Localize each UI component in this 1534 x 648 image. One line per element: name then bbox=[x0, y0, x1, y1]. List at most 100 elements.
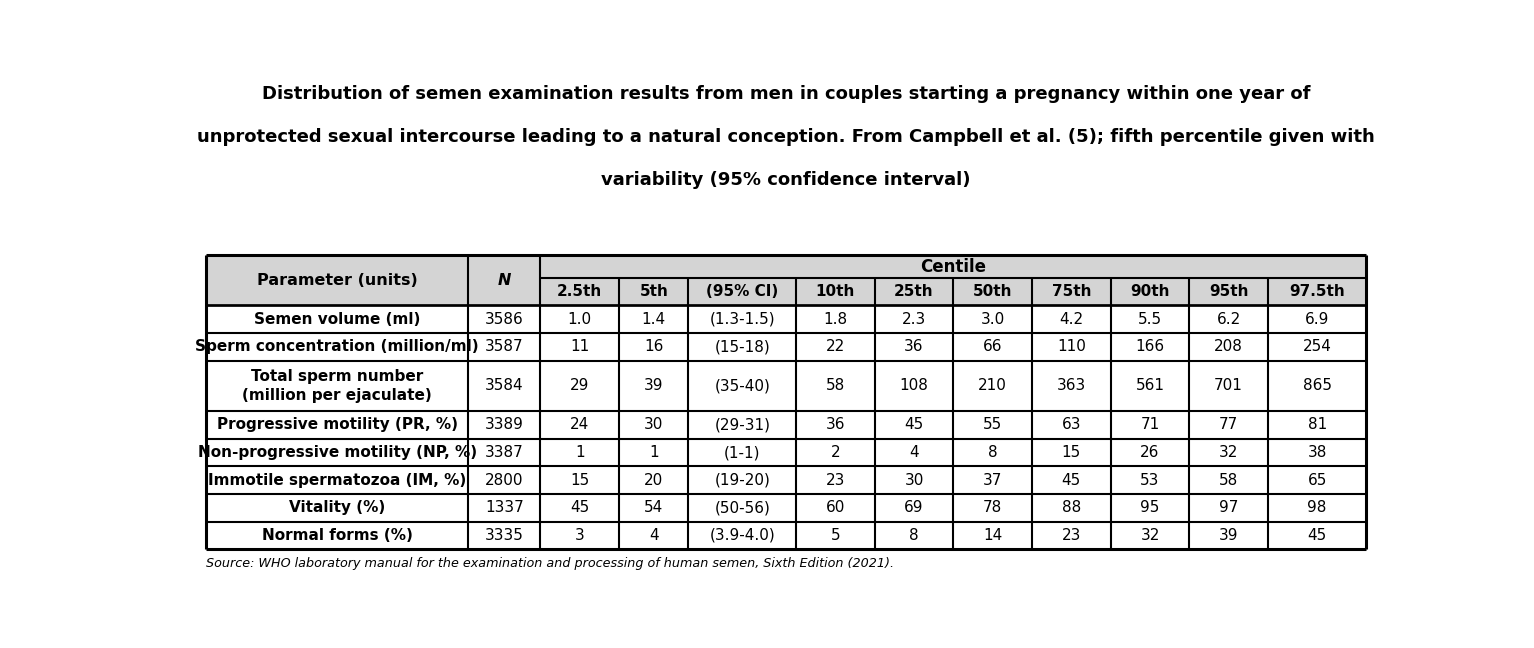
Bar bbox=[874, 439, 953, 467]
Bar bbox=[1111, 361, 1189, 411]
Bar bbox=[1111, 439, 1189, 467]
Bar bbox=[1111, 522, 1189, 550]
Bar bbox=[1111, 305, 1189, 333]
Text: 14: 14 bbox=[983, 528, 1002, 543]
Text: 23: 23 bbox=[1062, 528, 1081, 543]
Bar bbox=[540, 255, 1367, 279]
Text: 30: 30 bbox=[905, 473, 923, 488]
Bar bbox=[1189, 361, 1269, 411]
Bar bbox=[953, 333, 1032, 361]
Bar bbox=[1032, 333, 1111, 361]
Bar bbox=[689, 305, 796, 333]
Text: (95% CI): (95% CI) bbox=[706, 284, 778, 299]
Bar bbox=[1269, 361, 1367, 411]
Text: 166: 166 bbox=[1135, 340, 1164, 354]
Text: 39: 39 bbox=[1220, 528, 1238, 543]
Bar bbox=[1269, 333, 1367, 361]
Text: 3587: 3587 bbox=[485, 340, 523, 354]
Text: 4: 4 bbox=[649, 528, 658, 543]
Bar bbox=[1189, 333, 1269, 361]
Bar bbox=[874, 333, 953, 361]
Bar bbox=[540, 522, 620, 550]
Text: 90th: 90th bbox=[1131, 284, 1170, 299]
Bar bbox=[1032, 279, 1111, 305]
Text: 3387: 3387 bbox=[485, 445, 523, 460]
Bar bbox=[1032, 467, 1111, 494]
Text: 15: 15 bbox=[571, 473, 589, 488]
Bar bbox=[1189, 411, 1269, 439]
Text: 98: 98 bbox=[1307, 500, 1327, 515]
Text: 11: 11 bbox=[571, 340, 589, 354]
Text: Non-progressive motility (NP, %): Non-progressive motility (NP, %) bbox=[198, 445, 477, 460]
Bar bbox=[620, 333, 689, 361]
Bar bbox=[874, 411, 953, 439]
Bar bbox=[620, 494, 689, 522]
Text: (35-40): (35-40) bbox=[715, 378, 770, 393]
Text: 38: 38 bbox=[1307, 445, 1327, 460]
Text: Total sperm number
(million per ejaculate): Total sperm number (million per ejaculat… bbox=[242, 369, 433, 403]
Text: Sperm concentration (million/ml): Sperm concentration (million/ml) bbox=[195, 340, 479, 354]
Text: Semen volume (ml): Semen volume (ml) bbox=[255, 312, 420, 327]
Bar bbox=[206, 494, 468, 522]
Text: 45: 45 bbox=[905, 417, 923, 432]
Bar bbox=[540, 305, 620, 333]
Text: 1.8: 1.8 bbox=[824, 312, 847, 327]
Text: 97.5th: 97.5th bbox=[1289, 284, 1345, 299]
Bar bbox=[1269, 522, 1367, 550]
Text: 23: 23 bbox=[825, 473, 845, 488]
Text: 97: 97 bbox=[1220, 500, 1238, 515]
Bar bbox=[1111, 333, 1189, 361]
Text: 1: 1 bbox=[575, 445, 584, 460]
Bar bbox=[796, 305, 874, 333]
Bar bbox=[620, 279, 689, 305]
Text: Parameter (units): Parameter (units) bbox=[256, 273, 417, 288]
Text: 2800: 2800 bbox=[485, 473, 523, 488]
Text: 20: 20 bbox=[644, 473, 663, 488]
Text: 561: 561 bbox=[1135, 378, 1164, 393]
Bar bbox=[689, 411, 796, 439]
Text: 26: 26 bbox=[1140, 445, 1160, 460]
Text: 58: 58 bbox=[1220, 473, 1238, 488]
Text: 5th: 5th bbox=[640, 284, 669, 299]
Text: 3584: 3584 bbox=[485, 378, 523, 393]
Bar bbox=[874, 522, 953, 550]
Bar bbox=[1032, 411, 1111, 439]
Bar bbox=[468, 255, 540, 305]
Text: (3.9-4.0): (3.9-4.0) bbox=[709, 528, 775, 543]
Text: 3586: 3586 bbox=[485, 312, 523, 327]
Text: 53: 53 bbox=[1140, 473, 1160, 488]
Bar bbox=[468, 333, 540, 361]
Bar bbox=[468, 467, 540, 494]
Text: 45: 45 bbox=[1062, 473, 1081, 488]
Text: 65: 65 bbox=[1307, 473, 1327, 488]
Text: 36: 36 bbox=[904, 340, 923, 354]
Text: 71: 71 bbox=[1140, 417, 1160, 432]
Bar bbox=[620, 439, 689, 467]
Text: 60: 60 bbox=[825, 500, 845, 515]
Text: 45: 45 bbox=[1307, 528, 1327, 543]
Bar bbox=[1032, 522, 1111, 550]
Bar bbox=[620, 305, 689, 333]
Text: 208: 208 bbox=[1215, 340, 1243, 354]
Text: 4: 4 bbox=[910, 445, 919, 460]
Text: (1.3-1.5): (1.3-1.5) bbox=[709, 312, 775, 327]
Bar bbox=[1032, 305, 1111, 333]
Bar bbox=[1269, 467, 1367, 494]
Bar bbox=[796, 279, 874, 305]
Bar bbox=[620, 411, 689, 439]
Text: 75th: 75th bbox=[1052, 284, 1091, 299]
Text: Normal forms (%): Normal forms (%) bbox=[262, 528, 413, 543]
Text: 55: 55 bbox=[983, 417, 1002, 432]
Bar bbox=[1111, 467, 1189, 494]
Bar bbox=[1111, 494, 1189, 522]
Text: Progressive motility (PR, %): Progressive motility (PR, %) bbox=[216, 417, 457, 432]
Bar bbox=[1189, 305, 1269, 333]
Bar bbox=[1189, 494, 1269, 522]
Bar bbox=[540, 411, 620, 439]
Text: 58: 58 bbox=[825, 378, 845, 393]
Bar bbox=[953, 279, 1032, 305]
Bar bbox=[620, 467, 689, 494]
Bar bbox=[874, 361, 953, 411]
Bar bbox=[953, 494, 1032, 522]
Bar bbox=[620, 522, 689, 550]
